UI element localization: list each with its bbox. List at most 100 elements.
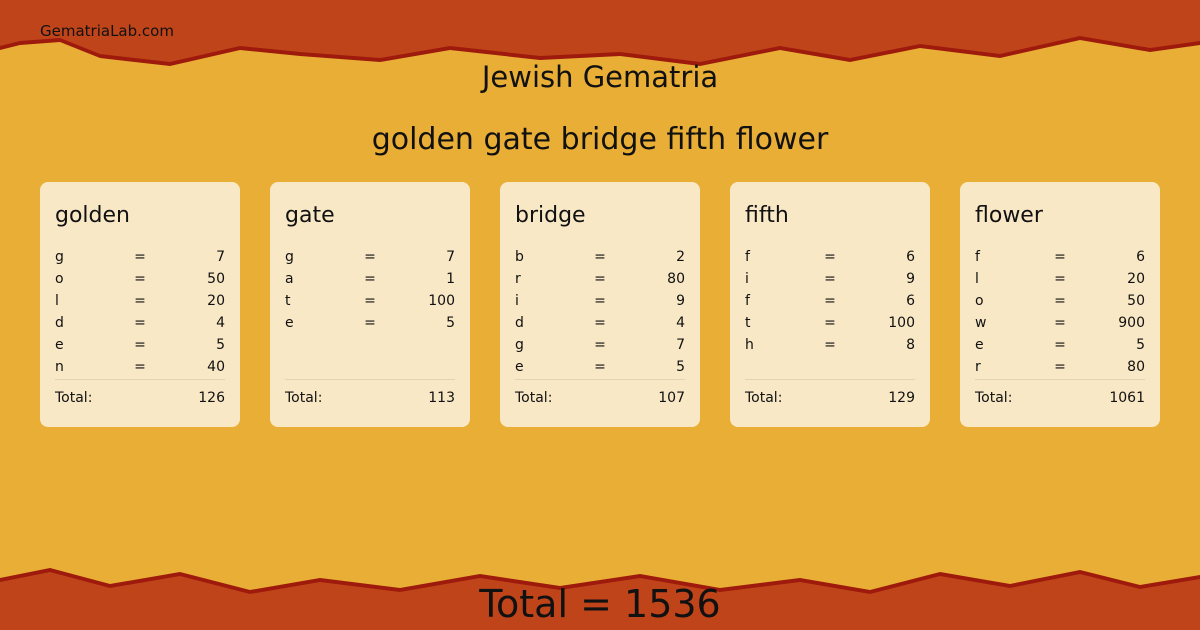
letter: n [55,359,64,375]
letter: g [285,249,294,265]
total-label: Total: [515,390,553,406]
equals-sign: = [1054,359,1066,375]
word-card-bridge: bridge b = 2 r = 80 i = 9 d = 4 g = 7 e = 5 Total: 107 [500,182,700,427]
letter-value: 6 [1136,249,1145,265]
divider [55,379,225,380]
equals-sign: = [134,315,146,331]
total-value: 129 [888,390,915,406]
letter-row: d = 4 [55,312,225,334]
letter: f [745,293,750,309]
equals-sign: = [1054,337,1066,353]
letter-row: r = 80 [515,268,685,290]
letter: r [515,271,521,287]
equals-sign: = [134,293,146,309]
letter-value: 9 [676,293,685,309]
letter-row: b = 2 [515,246,685,268]
letter-row: e = 5 [975,334,1145,356]
letter: e [975,337,984,353]
letter: e [55,337,64,353]
divider [975,379,1145,380]
equals-sign: = [594,249,606,265]
letter-value: 7 [676,337,685,353]
letter-row: o = 50 [55,268,225,290]
letter-value: 6 [906,293,915,309]
letter-row: g = 7 [285,246,455,268]
letter-row: e = 5 [515,356,685,378]
word-total-row: Total: 129 [745,390,915,406]
word-heading: fifth [745,203,789,228]
letter: i [745,271,749,287]
letter-value: 1 [446,271,455,287]
total-value: 1061 [1109,390,1145,406]
letter: t [285,293,291,309]
letter: h [745,337,754,353]
equals-sign: = [1054,315,1066,331]
letter-value: 100 [428,293,455,309]
total-label: Total: [975,390,1013,406]
total-label: Total: [285,390,323,406]
letter: e [515,359,524,375]
site-logo-link[interactable]: GematriaLab.com [40,22,174,40]
letter-row: i = 9 [745,268,915,290]
letter-value: 4 [216,315,225,331]
letter: a [285,271,294,287]
equals-sign: = [824,271,836,287]
letter-row: e = 5 [285,312,455,334]
letter: d [515,315,524,331]
letter-value: 5 [216,337,225,353]
equals-sign: = [134,271,146,287]
equals-sign: = [134,337,146,353]
letter-row: h = 8 [745,334,915,356]
letter-row: a = 1 [285,268,455,290]
equals-sign: = [594,359,606,375]
letter-value: 4 [676,315,685,331]
letter-row: t = 100 [285,290,455,312]
letter-value: 6 [906,249,915,265]
equals-sign: = [1054,293,1066,309]
letter-value: 900 [1118,315,1145,331]
equals-sign: = [594,271,606,287]
divider [515,379,685,380]
letter: t [745,315,751,331]
equals-sign: = [364,249,376,265]
letter-row: r = 80 [975,356,1145,378]
letter-value: 80 [1127,359,1145,375]
letter: l [975,271,979,287]
equals-sign: = [364,315,376,331]
word-card-gate: gate g = 7 a = 1 t = 100 e = 5 Total: 113 [270,182,470,427]
word-total-row: Total: 1061 [975,390,1145,406]
word-card-golden: golden g = 7 o = 50 l = 20 d = 4 e = 5 n = 40 Total: 126 [40,182,240,427]
total-value: 126 [198,390,225,406]
letter-value: 20 [1127,271,1145,287]
letter-row: o = 50 [975,290,1145,312]
letter-value: 50 [207,271,225,287]
letter-row: d = 4 [515,312,685,334]
equals-sign: = [594,293,606,309]
letter: r [975,359,981,375]
letter: w [975,315,987,331]
equals-sign: = [824,315,836,331]
total-value: 107 [658,390,685,406]
letter-row: n = 40 [55,356,225,378]
word-total-row: Total: 113 [285,390,455,406]
equals-sign: = [824,249,836,265]
letter-row: l = 20 [975,268,1145,290]
word-heading: gate [285,203,335,228]
letter-value: 9 [906,271,915,287]
letter-value: 40 [207,359,225,375]
grand-total: Total = 1536 [479,582,721,626]
word-heading: bridge [515,203,586,228]
letter: d [55,315,64,331]
letter: o [55,271,64,287]
letter-value: 8 [906,337,915,353]
equals-sign: = [824,293,836,309]
letter-row: g = 7 [55,246,225,268]
letter-value: 20 [207,293,225,309]
equals-sign: = [364,271,376,287]
equals-sign: = [1054,271,1066,287]
letter-row: w = 900 [975,312,1145,334]
letter-value: 50 [1127,293,1145,309]
word-card-fifth: fifth f = 6 i = 9 f = 6 t = 100 h = 8 Total: 129 [730,182,930,427]
divider [745,379,915,380]
equals-sign: = [134,249,146,265]
